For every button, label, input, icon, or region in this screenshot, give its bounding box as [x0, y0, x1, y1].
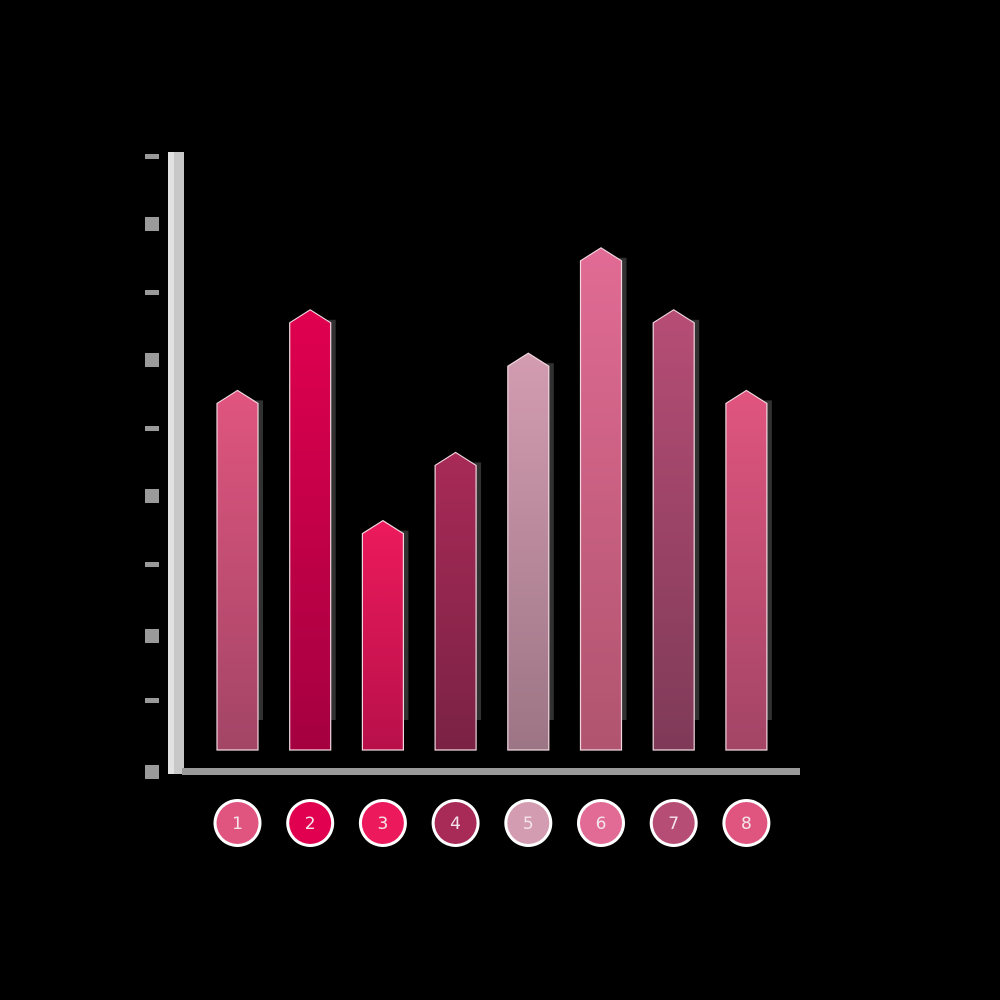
- category-label-badge: [652, 802, 695, 844]
- y-axis-highlight: [168, 152, 174, 774]
- y-tick-mark: [145, 154, 159, 159]
- y-tick-mark: [145, 353, 159, 367]
- category-label-6: 6: [596, 814, 607, 834]
- category-label-2: 2: [305, 814, 316, 834]
- y-tick-mark: [145, 765, 159, 779]
- category-label-badge: [434, 802, 477, 844]
- category-label-badge: [725, 802, 768, 844]
- y-tick-mark: [145, 290, 159, 295]
- bar-1: [216, 389, 259, 751]
- bar-7: [652, 309, 695, 751]
- bar-5: [507, 352, 550, 751]
- category-label-badge: [289, 802, 332, 844]
- category-label-badge: [216, 802, 259, 844]
- category-labels: 1 2 3 4 5 6 7 8: [213, 799, 771, 847]
- y-tick-mark: [145, 562, 159, 567]
- axes: [168, 152, 800, 775]
- category-label-badge: [507, 802, 550, 844]
- y-tick-mark: [145, 698, 159, 703]
- category-label-1: 1: [232, 814, 243, 834]
- x-axis-line: [182, 768, 800, 775]
- category-label-5: 5: [523, 814, 534, 834]
- category-label-7: 7: [668, 814, 679, 834]
- y-tick-mark: [145, 629, 159, 643]
- y-tick-mark: [145, 217, 159, 231]
- bar-8: [725, 389, 768, 751]
- bar-4: [434, 451, 477, 751]
- category-label-badge: [361, 802, 404, 844]
- y-tick-mark: [145, 489, 159, 503]
- bar-6: [579, 247, 623, 751]
- bars: [216, 247, 772, 751]
- category-label-3: 3: [377, 814, 388, 834]
- bar-3: [361, 519, 404, 751]
- y-tick-mark: [145, 426, 159, 431]
- y-tick-marks: [145, 154, 159, 779]
- category-label-8: 8: [741, 814, 752, 834]
- category-label-4: 4: [450, 814, 461, 834]
- category-label-badge: [580, 802, 622, 844]
- bar-2: [289, 309, 332, 751]
